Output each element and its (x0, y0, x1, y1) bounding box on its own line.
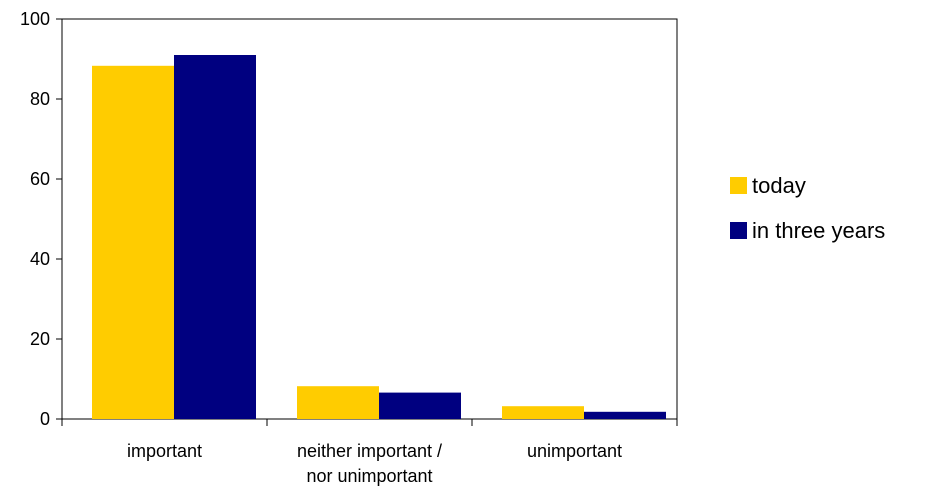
x-tick-label: unimportant (527, 441, 622, 461)
legend-label-today: today (752, 173, 806, 198)
bar-in-three-years-0 (174, 55, 256, 419)
y-tick-label: 0 (40, 409, 50, 429)
legend-label-in-three-years: in three years (752, 218, 885, 243)
y-tick-label: 80 (30, 89, 50, 109)
axes-group: 0 20 40 60 80 100 important neither important /… (20, 9, 678, 486)
bar-in-three-years-2 (584, 411, 666, 419)
bar-today-1 (297, 386, 379, 419)
y-tick-label: 20 (30, 329, 50, 349)
y-tick-label: 100 (20, 9, 50, 29)
legend: today in three years (730, 173, 885, 243)
x-tick-label: important (127, 441, 202, 461)
y-tick-label: 60 (30, 169, 50, 189)
bar-in-three-years-1 (379, 392, 461, 419)
x-tick-label: neither important / nor unimportant (297, 441, 442, 486)
legend-swatch-in-three-years (730, 222, 747, 239)
bar-today-2 (502, 406, 584, 419)
bars-group (92, 55, 666, 420)
y-tick-label: 40 (30, 249, 50, 269)
bar-today-0 (92, 65, 174, 420)
legend-swatch-today (730, 177, 747, 194)
